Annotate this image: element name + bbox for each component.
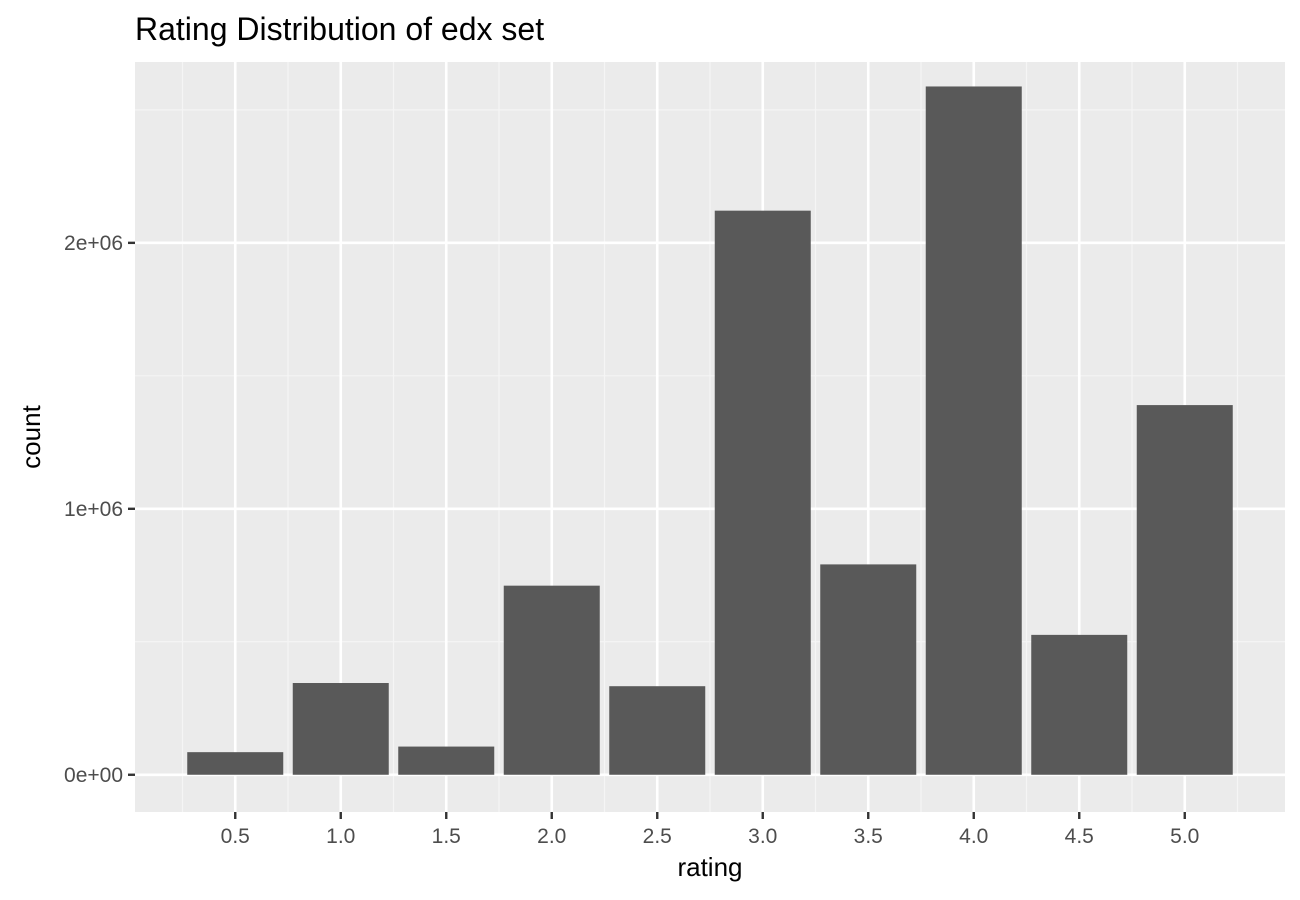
y-tick-label: 1e+06: [64, 498, 123, 521]
x-axis: 0.5 1.0 1.5 2.0 2.5 3.0 3.5 4.0 4.5 5.0: [221, 812, 1200, 848]
bar-1.0: [293, 683, 389, 775]
chart-title: Rating Distribution of edx set: [135, 11, 544, 47]
x-tick-label: 2.5: [643, 825, 672, 848]
x-tick-label: 2.0: [537, 825, 566, 848]
x-tick-label: 0.5: [221, 825, 250, 848]
bar-4.0: [926, 86, 1022, 774]
bar-2.5: [609, 686, 705, 775]
x-tick-label: 3.5: [854, 825, 883, 848]
bar-3.5: [820, 564, 916, 774]
x-tick-label: 4.5: [1065, 825, 1094, 848]
x-tick-label: 5.0: [1170, 825, 1199, 848]
x-tick-label: 1.0: [326, 825, 355, 848]
bar-1.5: [398, 747, 494, 775]
bar-4.5: [1031, 635, 1127, 775]
x-axis-title: rating: [677, 852, 742, 882]
y-axis: 0e+00 1e+06 2e+06: [64, 232, 135, 787]
bar-3.0: [715, 211, 811, 775]
x-tick-label: 4.0: [959, 825, 988, 848]
bar-0.5: [187, 752, 283, 775]
x-tick-label: 1.5: [432, 825, 461, 848]
bar-2.0: [504, 586, 600, 775]
x-tick-label: 3.0: [748, 825, 777, 848]
y-tick-label: 2e+06: [64, 232, 123, 255]
y-axis-title: count: [16, 404, 46, 468]
y-tick-label: 0e+00: [64, 764, 123, 787]
bar-5.0: [1137, 405, 1233, 775]
